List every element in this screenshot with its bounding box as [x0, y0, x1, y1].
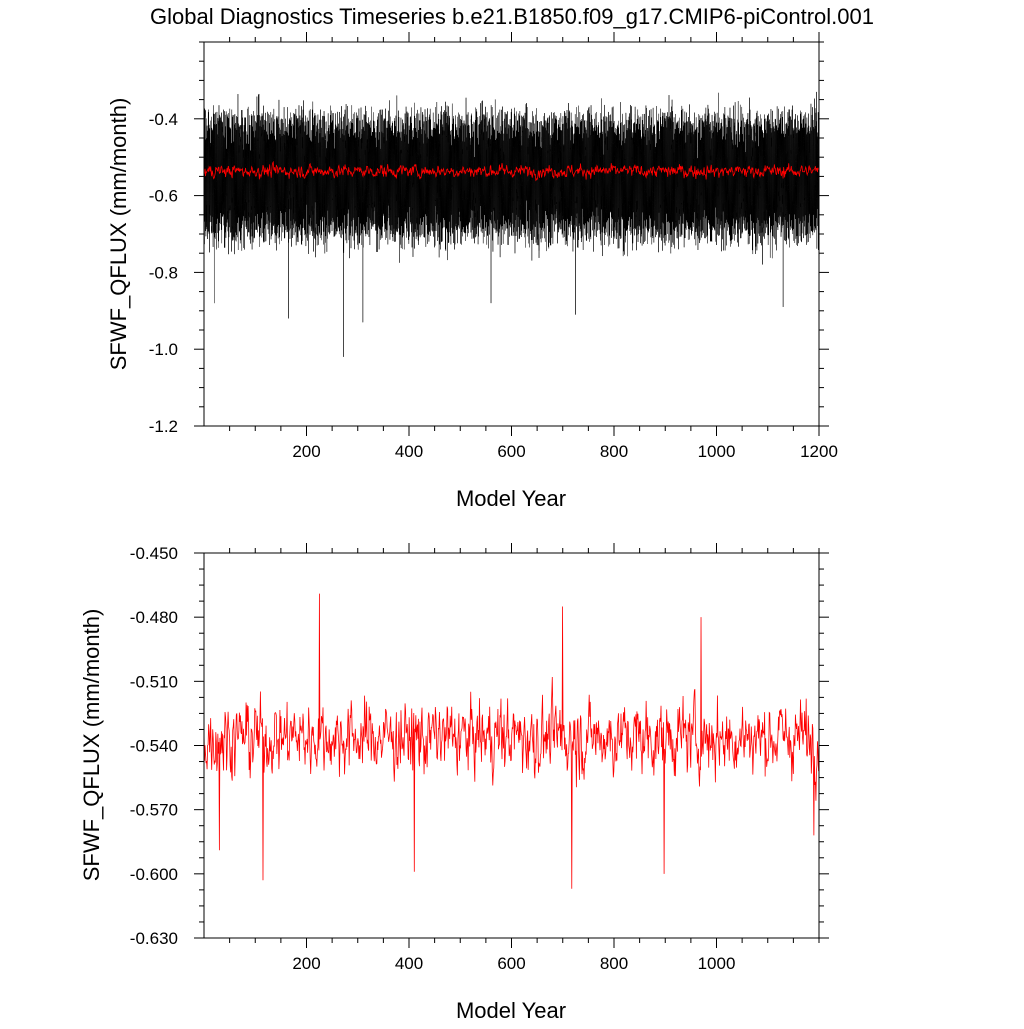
y-tick-label: -1.2 — [149, 417, 178, 436]
y-tick-label: -1.0 — [149, 340, 178, 359]
x-tick-label: 800 — [600, 954, 628, 973]
page-title: Global Diagnostics Timeseries b.e21.B185… — [150, 4, 874, 29]
y-tick-label: -0.450 — [130, 544, 178, 563]
y-tick-label: -0.600 — [130, 865, 178, 884]
y-tick-label: -0.4 — [149, 110, 178, 129]
top-ticks-layer: 200 400 600 800 1000 1200 -1.2 -1.0 -0.8 -0.6 -0.4 — [149, 32, 838, 461]
y-tick-label: -0.6 — [149, 187, 178, 206]
x-tick-label: 1000 — [698, 442, 736, 461]
top-plot-panel: 200 400 600 800 1000 1200 -1.2 -1.0 -0.8 -0.6 -0.4… — [106, 32, 838, 511]
x-tick-label: 1000 — [698, 954, 736, 973]
bottom-x-axis-label: Model Year — [456, 998, 566, 1023]
y-tick-label: -0.630 — [130, 929, 178, 948]
x-tick-label: 600 — [497, 442, 525, 461]
top-x-axis-label: Model Year — [456, 486, 566, 511]
x-tick-label: 400 — [395, 442, 423, 461]
y-tick-label: -0.540 — [130, 737, 178, 756]
bottom-plot-panel: 200 400 600 800 1000 -0.630 -0.600 -0.570 -0.540… — [79, 543, 829, 1023]
x-tick-label: 1200 — [800, 442, 838, 461]
x-tick-label: 200 — [292, 954, 320, 973]
y-tick-label: -0.8 — [149, 263, 178, 282]
bottom-series-layer — [203, 593, 820, 889]
y-tick-label: -0.570 — [130, 801, 178, 820]
top-series-layer — [203, 91, 820, 357]
x-tick-label: 400 — [395, 954, 423, 973]
x-tick-label: 800 — [600, 442, 628, 461]
y-tick-label: -0.510 — [130, 672, 178, 691]
bottom-y-axis-label: SFWF_QFLUX (mm/month) — [79, 609, 104, 882]
y-tick-label: -0.480 — [130, 608, 178, 627]
series-line-annual — [203, 160, 820, 182]
series-line-monthly — [203, 91, 820, 357]
x-tick-label: 600 — [497, 954, 525, 973]
series-line-annual — [203, 593, 820, 889]
top-y-axis-label: SFWF_QFLUX (mm/month) — [106, 98, 131, 371]
x-tick-label: 200 — [292, 442, 320, 461]
bottom-ticks-layer: 200 400 600 800 1000 -0.630 -0.600 -0.570 -0.540… — [130, 543, 829, 973]
